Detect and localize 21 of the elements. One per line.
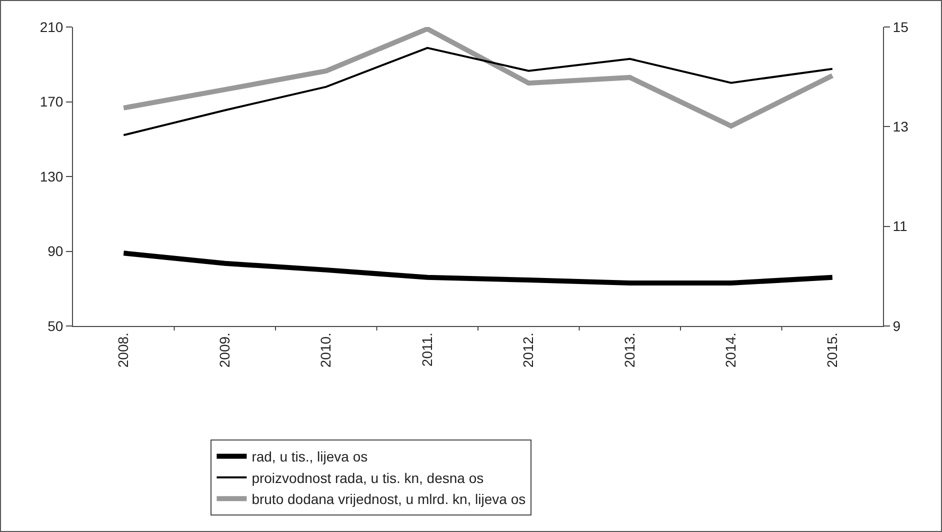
x-tick-label: 2009. bbox=[216, 332, 232, 368]
x-tick-label: 2008. bbox=[115, 332, 132, 368]
y-tick-label: 90 bbox=[48, 243, 64, 260]
y2-tick-label: 9 bbox=[892, 318, 901, 334]
legend-label: proizvodnost rada, u tis. kn, desna os bbox=[252, 470, 484, 486]
x-tick-label: 2012. bbox=[520, 332, 536, 368]
y-tick-label: 50 bbox=[48, 318, 64, 334]
x-tick-label: 2013. bbox=[621, 332, 638, 368]
x-tick-label: 2011. bbox=[418, 332, 435, 367]
legend-label: bruto dodana vrijednost, u mlrd. kn, lijeva os bbox=[252, 491, 526, 508]
y-tick-label: 130 bbox=[40, 168, 64, 184]
y-tick-label: 210 bbox=[40, 18, 64, 35]
y2-tick-label: 11 bbox=[892, 218, 908, 234]
x-tick-label: 2014. bbox=[722, 332, 739, 368]
line-series bbox=[122, 46, 834, 136]
legend-label: rad, u tis., lijeva os bbox=[252, 448, 368, 465]
x-tick-label: 2010. bbox=[318, 332, 334, 368]
y2-tick-label: 15 bbox=[892, 18, 909, 35]
x-tick-label: 2015. bbox=[824, 332, 840, 368]
y2-tick-label: 13 bbox=[892, 118, 909, 135]
y-tick-label: 170 bbox=[40, 94, 64, 110]
